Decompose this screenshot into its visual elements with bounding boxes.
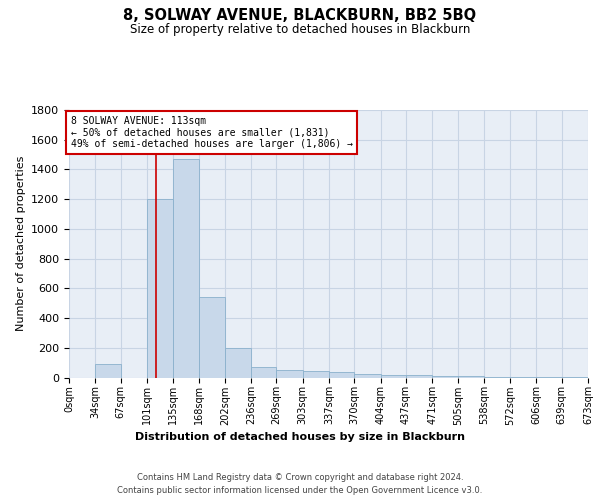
Bar [380, 374, 406, 378]
Bar [147, 199, 173, 378]
Bar [302, 371, 329, 378]
Bar [251, 367, 277, 378]
Bar [432, 376, 458, 378]
Bar [277, 370, 302, 378]
Text: 8 SOLWAY AVENUE: 113sqm
← 50% of detached houses are smaller (1,831)
49% of semi: 8 SOLWAY AVENUE: 113sqm ← 50% of detache… [71, 116, 353, 149]
Text: Contains public sector information licensed under the Open Government Licence v3: Contains public sector information licen… [118, 486, 482, 495]
Bar [406, 376, 432, 378]
Text: Distribution of detached houses by size in Blackburn: Distribution of detached houses by size … [135, 432, 465, 442]
Bar [199, 297, 225, 378]
Bar [329, 372, 355, 378]
Text: Size of property relative to detached houses in Blackburn: Size of property relative to detached ho… [130, 22, 470, 36]
Text: 8, SOLWAY AVENUE, BLACKBURN, BB2 5BQ: 8, SOLWAY AVENUE, BLACKBURN, BB2 5BQ [124, 8, 476, 22]
Bar [355, 374, 380, 378]
Bar [173, 159, 199, 378]
Bar [225, 348, 251, 378]
Bar [458, 376, 484, 378]
Bar [95, 364, 121, 378]
Text: Contains HM Land Registry data © Crown copyright and database right 2024.: Contains HM Land Registry data © Crown c… [137, 472, 463, 482]
Y-axis label: Number of detached properties: Number of detached properties [16, 156, 26, 332]
Bar [484, 377, 510, 378]
